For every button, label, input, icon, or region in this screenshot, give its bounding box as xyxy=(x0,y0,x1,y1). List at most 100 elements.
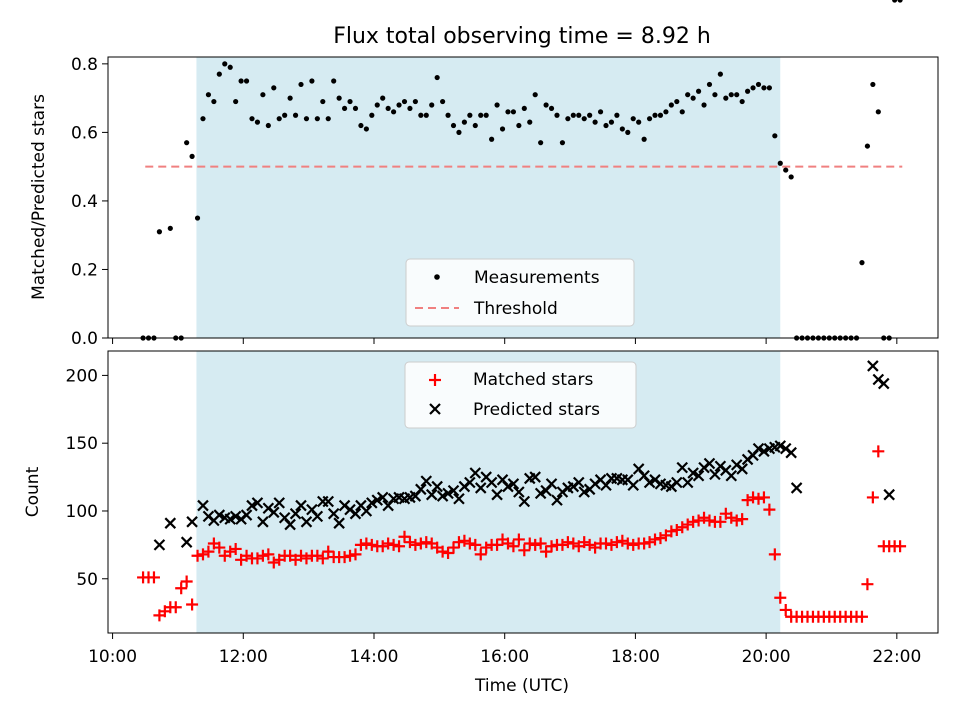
y-tick-label: 200 xyxy=(66,366,98,386)
predicted-star-point xyxy=(671,476,683,489)
measurement-point xyxy=(728,92,734,98)
measurement-point xyxy=(576,112,582,118)
measurement-point xyxy=(369,112,375,118)
measurement-point xyxy=(587,112,593,118)
measurement-point xyxy=(870,81,876,88)
predicted-star-point xyxy=(311,510,324,523)
matched-star-point xyxy=(316,552,329,565)
measurement-point xyxy=(565,116,571,122)
y-tick-label: 0.4 xyxy=(71,192,98,212)
matched-star-point xyxy=(191,549,204,562)
measurement-point xyxy=(352,105,359,112)
measurement-point xyxy=(717,71,723,77)
matched-star-point xyxy=(757,491,770,504)
matched-star-point xyxy=(322,545,335,558)
measurement-point xyxy=(608,119,615,125)
matched-star-point xyxy=(747,491,760,504)
predicted-star-point xyxy=(300,516,313,528)
measurement-point xyxy=(554,112,560,118)
matched-star-point xyxy=(872,445,885,458)
matched-star-point xyxy=(627,538,640,551)
matched-star-point xyxy=(698,511,711,524)
predicted-star-point xyxy=(676,461,689,474)
matched-star-point xyxy=(534,537,547,550)
measurement-point xyxy=(559,140,566,146)
matched-star-point xyxy=(714,515,727,528)
measurement-point xyxy=(211,98,217,105)
matched-star-point xyxy=(578,536,591,549)
predicted-star-point xyxy=(186,516,198,528)
measurement-point xyxy=(412,98,418,105)
matched-star-point xyxy=(295,549,308,562)
matched-star-point xyxy=(583,538,596,551)
predicted-star-point xyxy=(491,488,503,501)
measurement-point xyxy=(282,112,288,118)
measurement-point xyxy=(374,102,380,108)
predicted-star-point xyxy=(725,469,738,482)
matched-star-point xyxy=(665,525,678,538)
measurement-point xyxy=(761,85,767,91)
measurement-point xyxy=(499,126,506,132)
predicted-star-point xyxy=(295,499,307,512)
matched-star-point xyxy=(349,548,362,561)
measurement-point xyxy=(325,116,331,122)
bottom-y-axis-label: Count xyxy=(23,466,43,517)
matched-star-point xyxy=(344,549,357,562)
predicted-star-point xyxy=(322,495,335,508)
matched-star-point xyxy=(409,538,422,551)
predicted-star-point xyxy=(180,536,193,548)
measurement-point xyxy=(445,112,451,118)
measurement-point xyxy=(897,0,903,3)
legend-matched-label: Matched stars xyxy=(473,370,593,390)
matched-star-point xyxy=(382,537,395,550)
measurement-point xyxy=(320,98,326,105)
matched-star-point xyxy=(507,540,520,553)
bottom-panel: 50 100 150 200 10:00 12:00 14:00 16:00 18:00 20:… xyxy=(23,351,939,696)
matched-star-point xyxy=(692,514,705,527)
measurement-point xyxy=(292,112,299,118)
legend-measurements-marker xyxy=(434,274,440,280)
top-y-axis-label: Matched/Predicted stars xyxy=(29,94,49,300)
legend-predicted-marker xyxy=(429,403,441,415)
matched-star-point xyxy=(600,537,612,550)
matched-star-point xyxy=(730,514,743,527)
measurement-point xyxy=(674,98,680,105)
measurement-point xyxy=(200,116,206,122)
matched-star-point xyxy=(567,537,580,550)
measurement-point xyxy=(723,95,729,101)
y-tick-label: 0.8 xyxy=(71,55,98,75)
predicted-star-point xyxy=(153,539,166,551)
top-axes-frame xyxy=(107,56,939,339)
measurement-point xyxy=(423,112,429,118)
measurement-point xyxy=(238,78,244,84)
matched-star-point xyxy=(779,603,792,616)
legend-predicted-label: Predicted stars xyxy=(473,400,600,420)
top-panel: 0.00.20.40.60.8 Matched/Predicted stars … xyxy=(29,0,939,349)
predicted-star-point xyxy=(289,507,302,520)
matched-star-point xyxy=(452,536,465,549)
measurement-point xyxy=(706,81,713,88)
measurement-point xyxy=(440,98,446,105)
bottom-legend: Matched stars Predicted stars xyxy=(404,361,637,429)
measurement-point xyxy=(418,112,424,118)
predicted-star-point xyxy=(453,493,465,505)
matched-star-point xyxy=(403,536,416,549)
predicted-star-point xyxy=(572,476,585,489)
measurement-point xyxy=(363,126,369,132)
top-marks xyxy=(140,0,903,341)
matched-star-point xyxy=(774,591,787,604)
matched-star-point xyxy=(703,514,716,527)
matched-star-point xyxy=(213,541,226,554)
predicted-star-point xyxy=(513,486,525,498)
legend-matched-marker xyxy=(429,374,441,386)
matched-star-point xyxy=(420,536,433,549)
predicted-star-point xyxy=(420,475,433,487)
matched-star-point xyxy=(480,541,493,554)
measurement-point xyxy=(548,105,555,112)
matched-star-point xyxy=(545,540,558,553)
measurement-point xyxy=(892,0,898,3)
matched-star-point xyxy=(463,537,476,550)
x-axis-label: Time (UTC) xyxy=(474,676,569,696)
predicted-star-point xyxy=(867,360,879,372)
measurement-point xyxy=(358,122,364,129)
